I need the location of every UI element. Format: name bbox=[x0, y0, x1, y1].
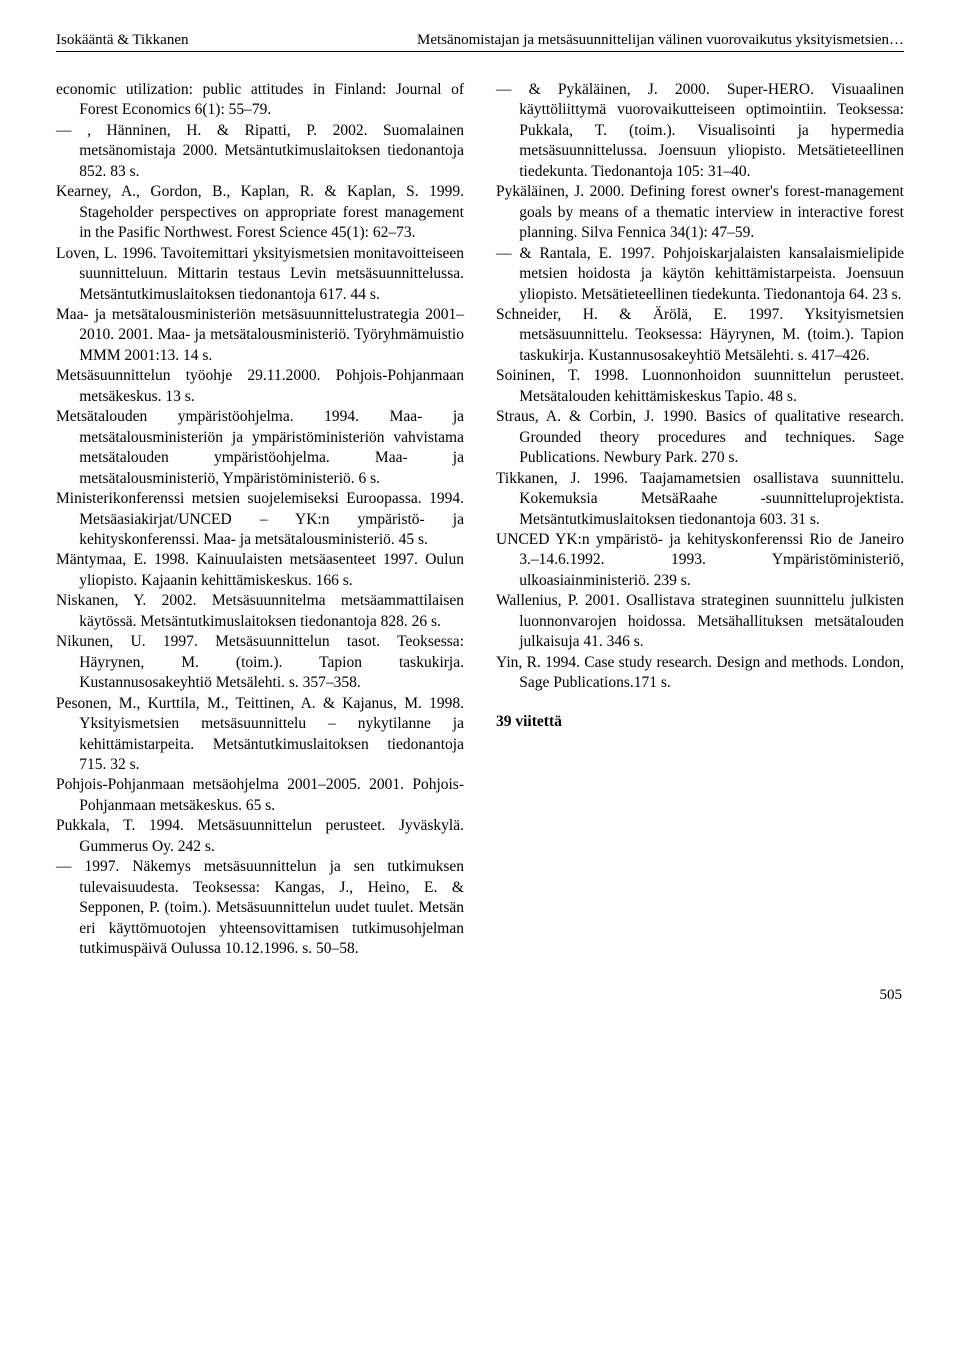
reference-entry: UNCED YK:n ympäristö- ja kehityskonferen… bbox=[496, 530, 904, 591]
running-head-authors: Isokääntä & Tikkanen bbox=[56, 32, 189, 49]
reference-entry: Mäntymaa, E. 1998. Kainuulaisten metsäas… bbox=[56, 550, 464, 591]
reference-entry: Soininen, T. 1998. Luonnonhoidon suunnit… bbox=[496, 366, 904, 407]
reference-entry: Yin, R. 1994. Case study research. Desig… bbox=[496, 653, 904, 694]
reference-entry: Niskanen, Y. 2002. Metsäsuunnitelma mets… bbox=[56, 591, 464, 632]
reference-entry: Kearney, A., Gordon, B., Kaplan, R. & Ka… bbox=[56, 182, 464, 243]
running-head-title: Metsänomistajan ja metsäsuunnittelijan v… bbox=[417, 32, 904, 49]
reference-entry: Metsäsuunnittelun työohje 29.11.2000. Po… bbox=[56, 366, 464, 407]
reference-entry: Pohjois-Pohjanmaan metsäohjelma 2001–200… bbox=[56, 775, 464, 816]
right-column: — & Pykäläinen, J. 2000. Super-HERO. Vis… bbox=[496, 80, 904, 959]
reference-count: 39 viitettä bbox=[496, 712, 904, 732]
reference-entry: Pesonen, M., Kurttila, M., Teittinen, A.… bbox=[56, 694, 464, 776]
reference-entry: Ministerikonferenssi metsien suojelemise… bbox=[56, 489, 464, 550]
page-number: 505 bbox=[56, 987, 904, 1004]
reference-entry: — & Rantala, E. 1997. Pohjoiskarjalaiste… bbox=[496, 244, 904, 305]
reference-entry: Pukkala, T. 1994. Metsäsuunnittelun peru… bbox=[56, 816, 464, 857]
reference-entry: economic utilization: public attitudes i… bbox=[56, 80, 464, 121]
reference-entry: Metsätalouden ympäristöohjelma. 1994. Ma… bbox=[56, 407, 464, 489]
reference-entry: Maa- ja metsätalousministeriön metsäsuun… bbox=[56, 305, 464, 366]
left-column: economic utilization: public attitudes i… bbox=[56, 80, 464, 959]
reference-entry: Straus, A. & Corbin, J. 1990. Basics of … bbox=[496, 407, 904, 468]
reference-entry: Schneider, H. & Ärölä, E. 1997. Yksityis… bbox=[496, 305, 904, 366]
reference-entry: Wallenius, P. 2001. Osallistava strategi… bbox=[496, 591, 904, 652]
reference-entry: Loven, L. 1996. Tavoitemittari yksityism… bbox=[56, 244, 464, 305]
reference-columns: economic utilization: public attitudes i… bbox=[56, 80, 904, 959]
reference-entry: — , Hänninen, H. & Ripatti, P. 2002. Suo… bbox=[56, 121, 464, 182]
reference-entry: Tikkanen, J. 1996. Taajamametsien osalli… bbox=[496, 469, 904, 530]
running-head: Isokääntä & Tikkanen Metsänomistajan ja … bbox=[56, 32, 904, 52]
reference-entry: — & Pykäläinen, J. 2000. Super-HERO. Vis… bbox=[496, 80, 904, 182]
reference-entry: Nikunen, U. 1997. Metsäsuunnittelun taso… bbox=[56, 632, 464, 693]
reference-entry: — 1997. Näkemys metsäsuunnittelun ja sen… bbox=[56, 857, 464, 959]
reference-entry: Pykäläinen, J. 2000. Defining forest own… bbox=[496, 182, 904, 243]
